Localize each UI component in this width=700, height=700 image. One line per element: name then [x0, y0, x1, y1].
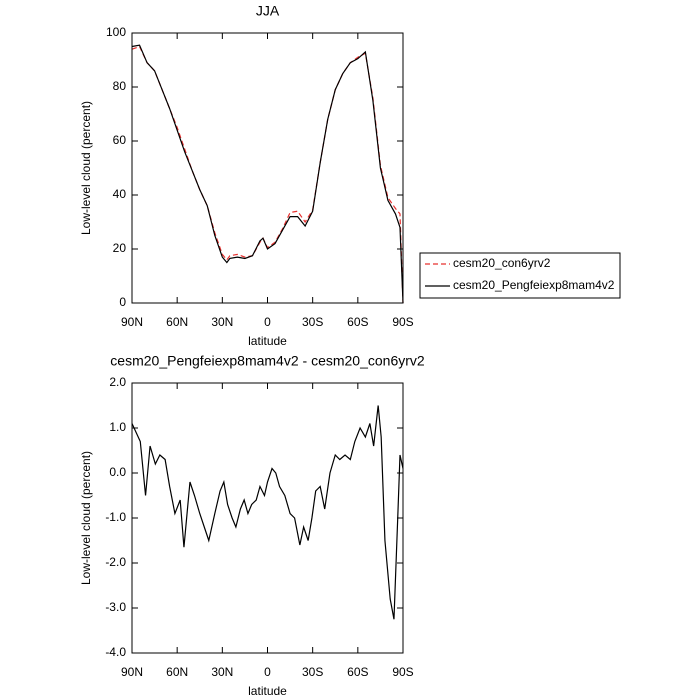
x-tick-label: 30N: [211, 315, 233, 329]
y-tick-label: -3.0: [105, 600, 126, 614]
legend-label: cesm20_con6yrv2: [453, 256, 551, 270]
legend-label: cesm20_Pengfeiexp8mam4v2: [453, 278, 615, 292]
x-tick-label: 0: [264, 665, 271, 679]
series-line: [131, 45, 404, 304]
y-tick-label: -1.0: [105, 510, 126, 524]
plot-frame: [131, 32, 404, 304]
legend-box: [419, 252, 621, 299]
x-tick-label: 90N: [121, 315, 143, 329]
y-tick-label: 2.0: [109, 375, 126, 389]
y-axis-label: Low-level cloud (percent): [79, 101, 93, 235]
x-tick-label: 90S: [392, 665, 413, 679]
y-tick-label: 40: [113, 187, 127, 201]
x-tick-label: 30N: [211, 665, 233, 679]
y-tick-label: 20: [113, 241, 127, 255]
x-axis-label: latitude: [248, 684, 287, 698]
y-tick-label: 0: [119, 295, 126, 309]
x-tick-label: 30S: [302, 665, 323, 679]
y-tick-label: -4.0: [105, 645, 126, 659]
y-tick-label: -2.0: [105, 555, 126, 569]
chart-title: cesm20_Pengfeiexp8mam4v2 - cesm20_con6yr…: [110, 353, 425, 369]
x-tick-label: 90S: [392, 315, 413, 329]
chart-title: JJA: [256, 3, 280, 19]
x-tick-label: 0: [264, 315, 271, 329]
y-tick-label: 0.0: [109, 465, 126, 479]
y-tick-label: 60: [113, 133, 127, 147]
plot-frame: [131, 382, 404, 654]
x-tick-label: 60S: [347, 315, 368, 329]
x-tick-label: 30S: [302, 315, 323, 329]
x-tick-label: 60S: [347, 665, 368, 679]
y-tick-label: 100: [106, 25, 126, 39]
y-axis-label: Low-level cloud (percent): [79, 451, 93, 585]
x-tick-label: 60N: [166, 315, 188, 329]
x-tick-label: 60N: [166, 665, 188, 679]
series-line: [131, 44, 404, 304]
x-axis-label: latitude: [248, 334, 287, 348]
x-tick-label: 90N: [121, 665, 143, 679]
y-tick-label: 80: [113, 79, 127, 93]
series-line: [131, 405, 404, 620]
y-tick-label: 1.0: [109, 420, 126, 434]
